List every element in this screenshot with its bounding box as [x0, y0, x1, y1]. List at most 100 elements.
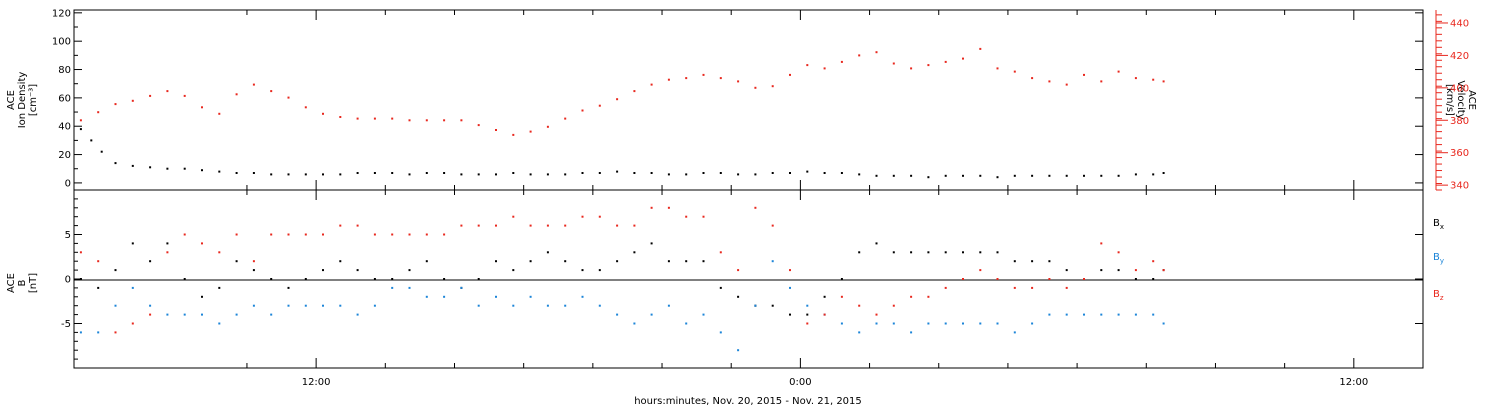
velocity-point [685, 77, 688, 80]
density-point [114, 162, 117, 165]
by-point [598, 304, 601, 307]
density-point [79, 128, 82, 131]
by-point [408, 286, 411, 289]
velocity-point [322, 112, 324, 115]
bz-point [546, 224, 549, 227]
bz-point [460, 224, 463, 227]
density-point [789, 172, 791, 174]
velocity-tick-label: 360 [1450, 148, 1469, 159]
bz-point [823, 313, 826, 316]
velocity-tick-label: 400 [1450, 83, 1469, 94]
by-point [979, 322, 982, 325]
density-axis-label-line2: Ion Density [17, 72, 28, 129]
legend-main-letter: B [1433, 218, 1440, 229]
bz-point [495, 224, 497, 227]
by-point [754, 304, 757, 307]
velocity-point [235, 93, 238, 96]
velocity-point [650, 83, 653, 86]
velocity-point [1031, 77, 1034, 80]
velocity-point [719, 77, 722, 80]
legend-by: By [1433, 252, 1444, 265]
bx-point [408, 269, 411, 272]
density-tick-label: 120 [52, 8, 71, 19]
velocity-tick-label: 440 [1450, 18, 1469, 29]
bx-point [685, 260, 688, 263]
density-point [477, 173, 480, 176]
legend-subscript: x [1440, 223, 1444, 231]
density-point [616, 170, 619, 173]
bottom-panel-frame [73, 189, 1424, 369]
b-tick-label: 0 [65, 275, 71, 286]
density-point [1031, 174, 1034, 177]
velocity-point [477, 124, 480, 127]
bz-point [962, 278, 964, 280]
bz-point [875, 313, 878, 316]
by-point [270, 313, 273, 316]
density-point [702, 172, 705, 174]
density-point [252, 172, 255, 174]
by-point [356, 313, 359, 316]
velocity-point [114, 103, 117, 106]
bx-point [1013, 260, 1016, 263]
density-point [408, 173, 411, 176]
bx-point [201, 295, 203, 298]
bx-point [495, 260, 497, 263]
bx-point [235, 260, 238, 263]
bx-point [270, 278, 273, 280]
density-point [737, 173, 740, 176]
density-point [425, 172, 428, 174]
by-point [529, 295, 532, 298]
bz-point [425, 233, 428, 236]
bx-point [875, 242, 878, 245]
by-point [425, 295, 428, 298]
bz-point [79, 251, 82, 254]
by-point [322, 304, 324, 307]
velocity-point [149, 94, 152, 97]
bx-point [114, 269, 117, 272]
bx-point [356, 269, 359, 272]
velocity-point [927, 64, 930, 67]
bz-point [806, 322, 809, 325]
bx-point [218, 286, 221, 289]
bx-point [892, 251, 895, 254]
bz-point [650, 206, 653, 209]
bz-point [1162, 269, 1165, 272]
velocity-point [667, 78, 670, 81]
velocity-point [1065, 83, 1068, 86]
by-point [477, 304, 480, 307]
density-point [858, 173, 861, 176]
bz-point [1031, 286, 1034, 289]
by-point [183, 313, 186, 316]
bz-point [322, 233, 324, 236]
velocity-point [304, 106, 307, 109]
bz-point [996, 278, 999, 280]
velocity-point [737, 80, 740, 83]
bx-point [287, 286, 290, 289]
density-point [235, 172, 238, 174]
by-point [737, 349, 740, 352]
axis-ticks: 0 20 40 60 80 100 120 340 360 380 400 420 440 -5 0 5 12:… [52, 8, 1469, 388]
velocity-point [754, 86, 757, 89]
by-point [892, 322, 895, 325]
velocity-point [183, 94, 186, 97]
bx-point [996, 251, 999, 254]
bz-point [373, 233, 376, 236]
bx-point [183, 278, 186, 280]
by-point [719, 331, 722, 334]
velocity-point [131, 99, 134, 102]
data-points [79, 47, 1165, 352]
bx-point [149, 260, 152, 263]
velocity-point [581, 109, 584, 112]
legend-subscript: z [1440, 294, 1444, 302]
bx-point [581, 269, 584, 272]
velocity-point [633, 90, 636, 93]
x-tick-label: 12:00 [1339, 377, 1368, 388]
density-point [1013, 174, 1016, 177]
bx-point [719, 286, 722, 289]
by-point [789, 286, 791, 289]
density-point [512, 172, 515, 174]
velocity-point [252, 83, 255, 86]
bz-point [443, 233, 446, 236]
